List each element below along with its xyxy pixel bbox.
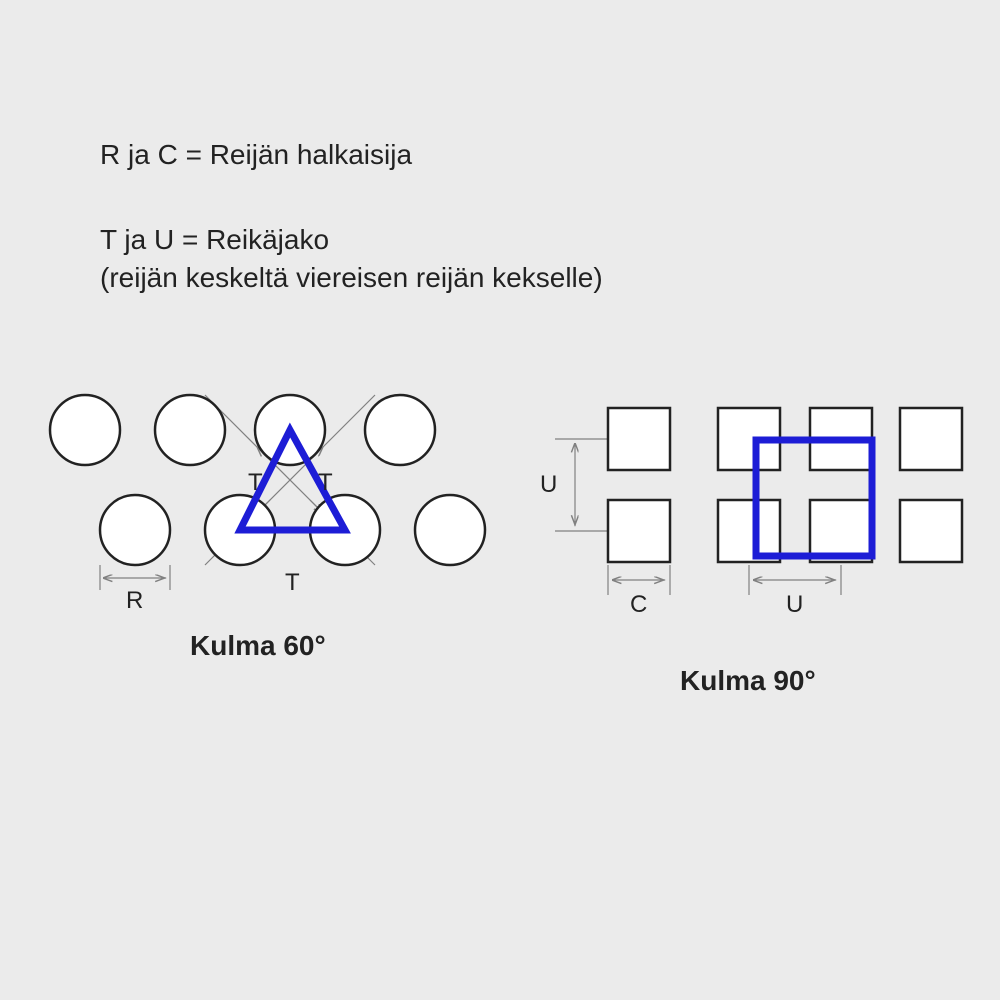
label-T-left: T (248, 469, 263, 496)
definition-line-2: T ja U = Reikäjako (100, 220, 329, 259)
diagram-90deg: U C U (520, 370, 1000, 700)
caption-60deg: Kulma 60° (190, 630, 326, 662)
definition-line-3: (reijän keskeltä viereisen reijän keksel… (100, 258, 603, 297)
label-U-horz: U (786, 591, 803, 618)
label-C: C (630, 591, 647, 618)
label-T-right: T (318, 469, 333, 496)
caption-90deg: Kulma 90° (680, 665, 816, 697)
label-R: R (126, 587, 143, 614)
label-U-vert: U (540, 471, 557, 498)
diagram-60deg: T T T R (30, 370, 530, 670)
label-T-bottom: T (285, 569, 300, 596)
definition-line-1: R ja C = Reijän halkaisija (100, 135, 412, 174)
